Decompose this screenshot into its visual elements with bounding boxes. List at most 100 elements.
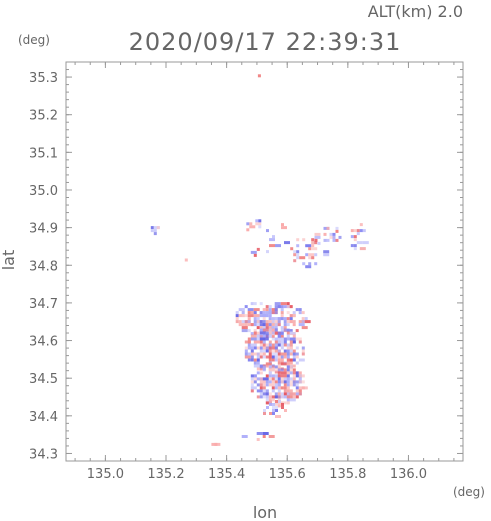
- y-tick-label: 35.1: [29, 146, 58, 161]
- echo-cell: [259, 371, 263, 375]
- echo-cell: [292, 332, 296, 336]
- echo-cell: [268, 371, 272, 375]
- echo-cell: [295, 386, 299, 390]
- echo-cell: [289, 365, 293, 369]
- echo-cell: [259, 352, 263, 356]
- echo-cell: [274, 311, 278, 315]
- echo-cell: [277, 334, 281, 338]
- echo-cell: [305, 244, 312, 248]
- echo-cell: [244, 349, 248, 353]
- echo-cell: [283, 386, 287, 390]
- echo-cell: [280, 346, 284, 350]
- echo-cell: [241, 311, 245, 315]
- echo-cell: [265, 398, 269, 402]
- echo-cell: [292, 358, 296, 362]
- echo-cell: [266, 229, 269, 233]
- echo-cell: [265, 332, 272, 336]
- echo-cell: [268, 346, 272, 350]
- echo-cell: [262, 432, 269, 435]
- echo-cell: [283, 328, 290, 332]
- echo-cell: [262, 395, 266, 399]
- echo-cell: [353, 229, 357, 233]
- echo-cell: [262, 435, 266, 438]
- echo-cell: [338, 235, 342, 239]
- echo-cell: [305, 253, 309, 257]
- echo-cell: [353, 247, 357, 251]
- echo-cell: [256, 247, 260, 251]
- echo-cell: [289, 358, 293, 362]
- echo-cell: [289, 337, 296, 341]
- echo-cell: [271, 365, 275, 369]
- echo-cell: [259, 343, 263, 347]
- echo-cell: [250, 343, 257, 347]
- echo-cell: [271, 368, 275, 372]
- echo-cell: [350, 229, 354, 233]
- echo-region: [250, 362, 308, 408]
- echo-cell: [292, 334, 296, 338]
- echo-cell: [274, 328, 278, 332]
- echo-cell: [250, 389, 254, 393]
- echo-layer: [150, 74, 369, 446]
- echo-cell: [277, 371, 281, 375]
- echo-cell: [247, 317, 251, 321]
- echo-cell: [253, 380, 257, 384]
- echo-cell: [280, 326, 284, 330]
- x-unit-label: (deg): [453, 485, 485, 499]
- echo-cell: [258, 219, 262, 223]
- echo-cell: [247, 337, 251, 341]
- echo-cell: [292, 364, 296, 368]
- echo-cell: [241, 329, 248, 333]
- echo-cell: [247, 352, 251, 356]
- echo-cell: [256, 438, 260, 441]
- echo-cell: [258, 225, 262, 229]
- echo-cell: [266, 406, 269, 409]
- echo-cell: [304, 320, 311, 324]
- echo-cell: [268, 380, 272, 384]
- echo-cell: [326, 226, 330, 230]
- echo-cell: [296, 256, 300, 260]
- echo-cell: [271, 326, 275, 330]
- echo-cell: [259, 380, 266, 384]
- echo-cell: [246, 222, 250, 226]
- y-tick-label: 34.6: [29, 335, 58, 350]
- echo-cell: [292, 355, 296, 359]
- echo-cell: [301, 320, 305, 324]
- echo-cell: [272, 406, 278, 409]
- echo-cell: [268, 365, 272, 369]
- echo-cell: [184, 258, 188, 262]
- y-tick-label: 35.3: [29, 71, 58, 86]
- echo-cell: [286, 311, 290, 315]
- echo-cell: [268, 349, 272, 353]
- echo-cell: [247, 358, 251, 362]
- x-tick-label: 135.4: [208, 467, 245, 482]
- echo-cell: [250, 355, 254, 359]
- echo-cell: [271, 343, 275, 347]
- echo-cell: [256, 371, 260, 375]
- echo-cell: [289, 346, 293, 350]
- echo-cell: [244, 326, 248, 330]
- echo-cell: [274, 355, 278, 359]
- echo-cell: [249, 225, 256, 229]
- y-tick-label: 34.7: [29, 297, 58, 312]
- echo-cell: [265, 323, 269, 327]
- y-unit-label: (deg): [18, 33, 50, 47]
- echo-cell: [302, 262, 306, 266]
- echo-cell: [359, 223, 363, 227]
- echo-cell: [362, 229, 366, 233]
- x-tick-label: 135.8: [329, 467, 366, 482]
- echo-cell: [283, 326, 287, 330]
- echo-cell: [214, 442, 221, 446]
- tick-labels: 135.0 135.2 135.4 135.6 135.8 136.0 35.3 35.2 35…: [29, 71, 427, 482]
- echo-cell: [298, 389, 302, 393]
- echo-cell: [356, 232, 360, 236]
- echo-cell: [268, 328, 272, 332]
- echo-cell: [247, 314, 254, 318]
- echo-cell: [241, 308, 245, 312]
- echo-cell: [265, 349, 269, 353]
- echo-cell: [293, 250, 297, 254]
- echo-cell: [277, 349, 281, 353]
- echo-cell: [262, 317, 266, 321]
- echo-cell: [268, 398, 272, 402]
- echo-cell: [292, 340, 296, 344]
